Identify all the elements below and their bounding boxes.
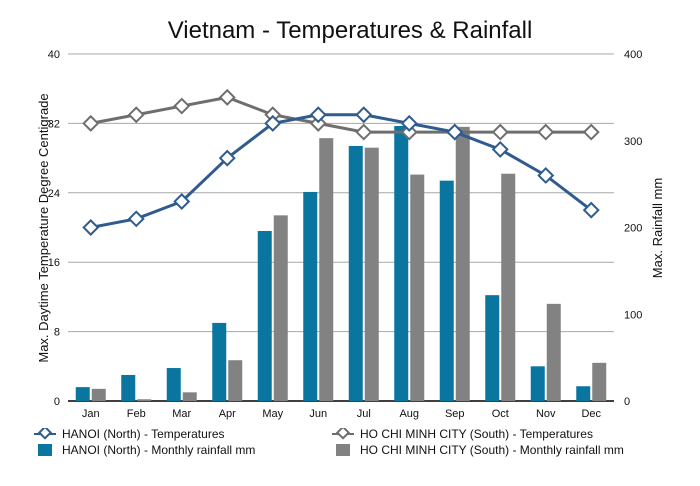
legend-item-hanoi-rain: HANOI (North) - Monthly rainfall mm — [34, 443, 255, 457]
y-right-tick-label: 0 — [624, 396, 630, 408]
x-tick-label: Apr — [219, 408, 236, 420]
bar-hcmc-rainfall — [501, 173, 516, 401]
line-point-marker — [537, 123, 555, 141]
x-tick-label: May — [262, 408, 283, 420]
bar-hanoi-rainfall — [576, 386, 591, 401]
y-axis-left-label: Max. Daytime Temperature Degree Centigra… — [36, 93, 51, 362]
bar-hanoi-rainfall — [212, 322, 227, 401]
bar-hanoi-rainfall — [75, 387, 90, 401]
legend-item-hanoi-temp: HANOI (North) - Temperatures — [34, 427, 225, 441]
bar-hcmc-rainfall — [228, 360, 243, 401]
x-tick-label: Nov — [536, 408, 556, 420]
diamond-marker-icon — [37, 428, 53, 440]
bar-hcmc-rainfall — [364, 147, 379, 401]
bar-hanoi-rainfall — [394, 126, 409, 401]
bar-swatch-icon — [38, 444, 52, 456]
line-point-marker — [218, 88, 236, 106]
y-right-tick-label: 400 — [624, 49, 642, 61]
line-point-marker — [264, 114, 282, 132]
y-left-tick-label: 32 — [48, 118, 60, 130]
bar-hcmc-rainfall — [592, 362, 607, 401]
bar-hcmc-rainfall — [137, 399, 152, 401]
bar-hcmc-rainfall — [546, 303, 561, 401]
y-left-tick-label: 0 — [54, 396, 60, 408]
diamond-marker-icon — [335, 428, 351, 440]
line-point-marker — [491, 140, 509, 158]
bar-hanoi-rainfall — [257, 230, 272, 401]
x-tick-label: Jan — [82, 408, 100, 420]
line-point-marker — [127, 106, 145, 124]
x-tick-label: Aug — [399, 408, 419, 420]
x-tick-label: Mar — [172, 408, 191, 420]
line-point-marker — [264, 106, 282, 124]
bar-hcmc-rainfall — [319, 138, 334, 401]
line-point-marker — [582, 201, 600, 219]
line-point-marker — [309, 106, 327, 124]
bar-hanoi-rainfall — [121, 374, 136, 401]
bar-hcmc-rainfall — [410, 174, 425, 401]
bar-hcmc-rainfall — [182, 392, 197, 401]
bar-swatch-icon — [336, 444, 350, 456]
chart-title: Vietnam - Temperatures & Rainfall — [168, 17, 533, 44]
line-point-marker — [173, 192, 191, 210]
line-point-marker — [355, 123, 373, 141]
bar-hanoi-rainfall — [348, 145, 363, 401]
x-tick-label: Jun — [309, 408, 327, 420]
line-point-marker — [400, 123, 418, 141]
bar-hcmc-rainfall — [273, 215, 288, 401]
bar-hanoi-rainfall — [303, 191, 318, 401]
bar-hanoi-rainfall — [166, 368, 181, 401]
y-left-tick-label: 8 — [54, 327, 60, 339]
y-left-tick-label: 40 — [48, 49, 60, 61]
y-right-tick-label: 100 — [624, 309, 642, 321]
x-tick-label: Jul — [357, 408, 371, 420]
line-series — [90, 113, 593, 229]
legend-item-hcmc-temp: HO CHI MINH CITY (South) - Temperatures — [332, 427, 593, 441]
bar-hcmc-rainfall — [455, 126, 470, 402]
line-point-marker — [309, 114, 327, 132]
bar-hanoi-rainfall — [485, 295, 500, 401]
y-left-tick-label: 24 — [48, 188, 60, 200]
line-point-marker — [446, 123, 464, 141]
x-tick-label: Oct — [492, 408, 509, 420]
y-right-tick-label: 300 — [624, 136, 642, 148]
bar-hanoi-rainfall — [439, 180, 454, 401]
line-point-marker — [82, 219, 100, 236]
bar-hcmc-rainfall — [91, 388, 106, 401]
line-point-marker — [218, 149, 236, 167]
line-point-marker — [127, 210, 145, 228]
line-point-marker — [582, 123, 600, 141]
x-tick-label: Feb — [127, 408, 146, 420]
bar-hanoi-rainfall — [530, 366, 545, 401]
y-right-tick-label: 200 — [624, 223, 642, 235]
line-point-marker — [400, 114, 418, 132]
line-point-marker — [173, 97, 191, 115]
y-axis-right-label: Max. Rainfall mm — [650, 178, 665, 278]
y-left-tick-label: 16 — [48, 257, 60, 269]
x-tick-label: Sep — [445, 408, 465, 420]
x-tick-label: Dec — [581, 408, 601, 420]
line-point-marker — [491, 123, 509, 141]
line-point-marker — [537, 166, 555, 184]
line-point-marker — [82, 114, 100, 132]
line-point-marker — [355, 106, 373, 124]
legend-item-hcmc-rain: HO CHI MINH CITY (South) - Monthly rainf… — [332, 443, 624, 457]
